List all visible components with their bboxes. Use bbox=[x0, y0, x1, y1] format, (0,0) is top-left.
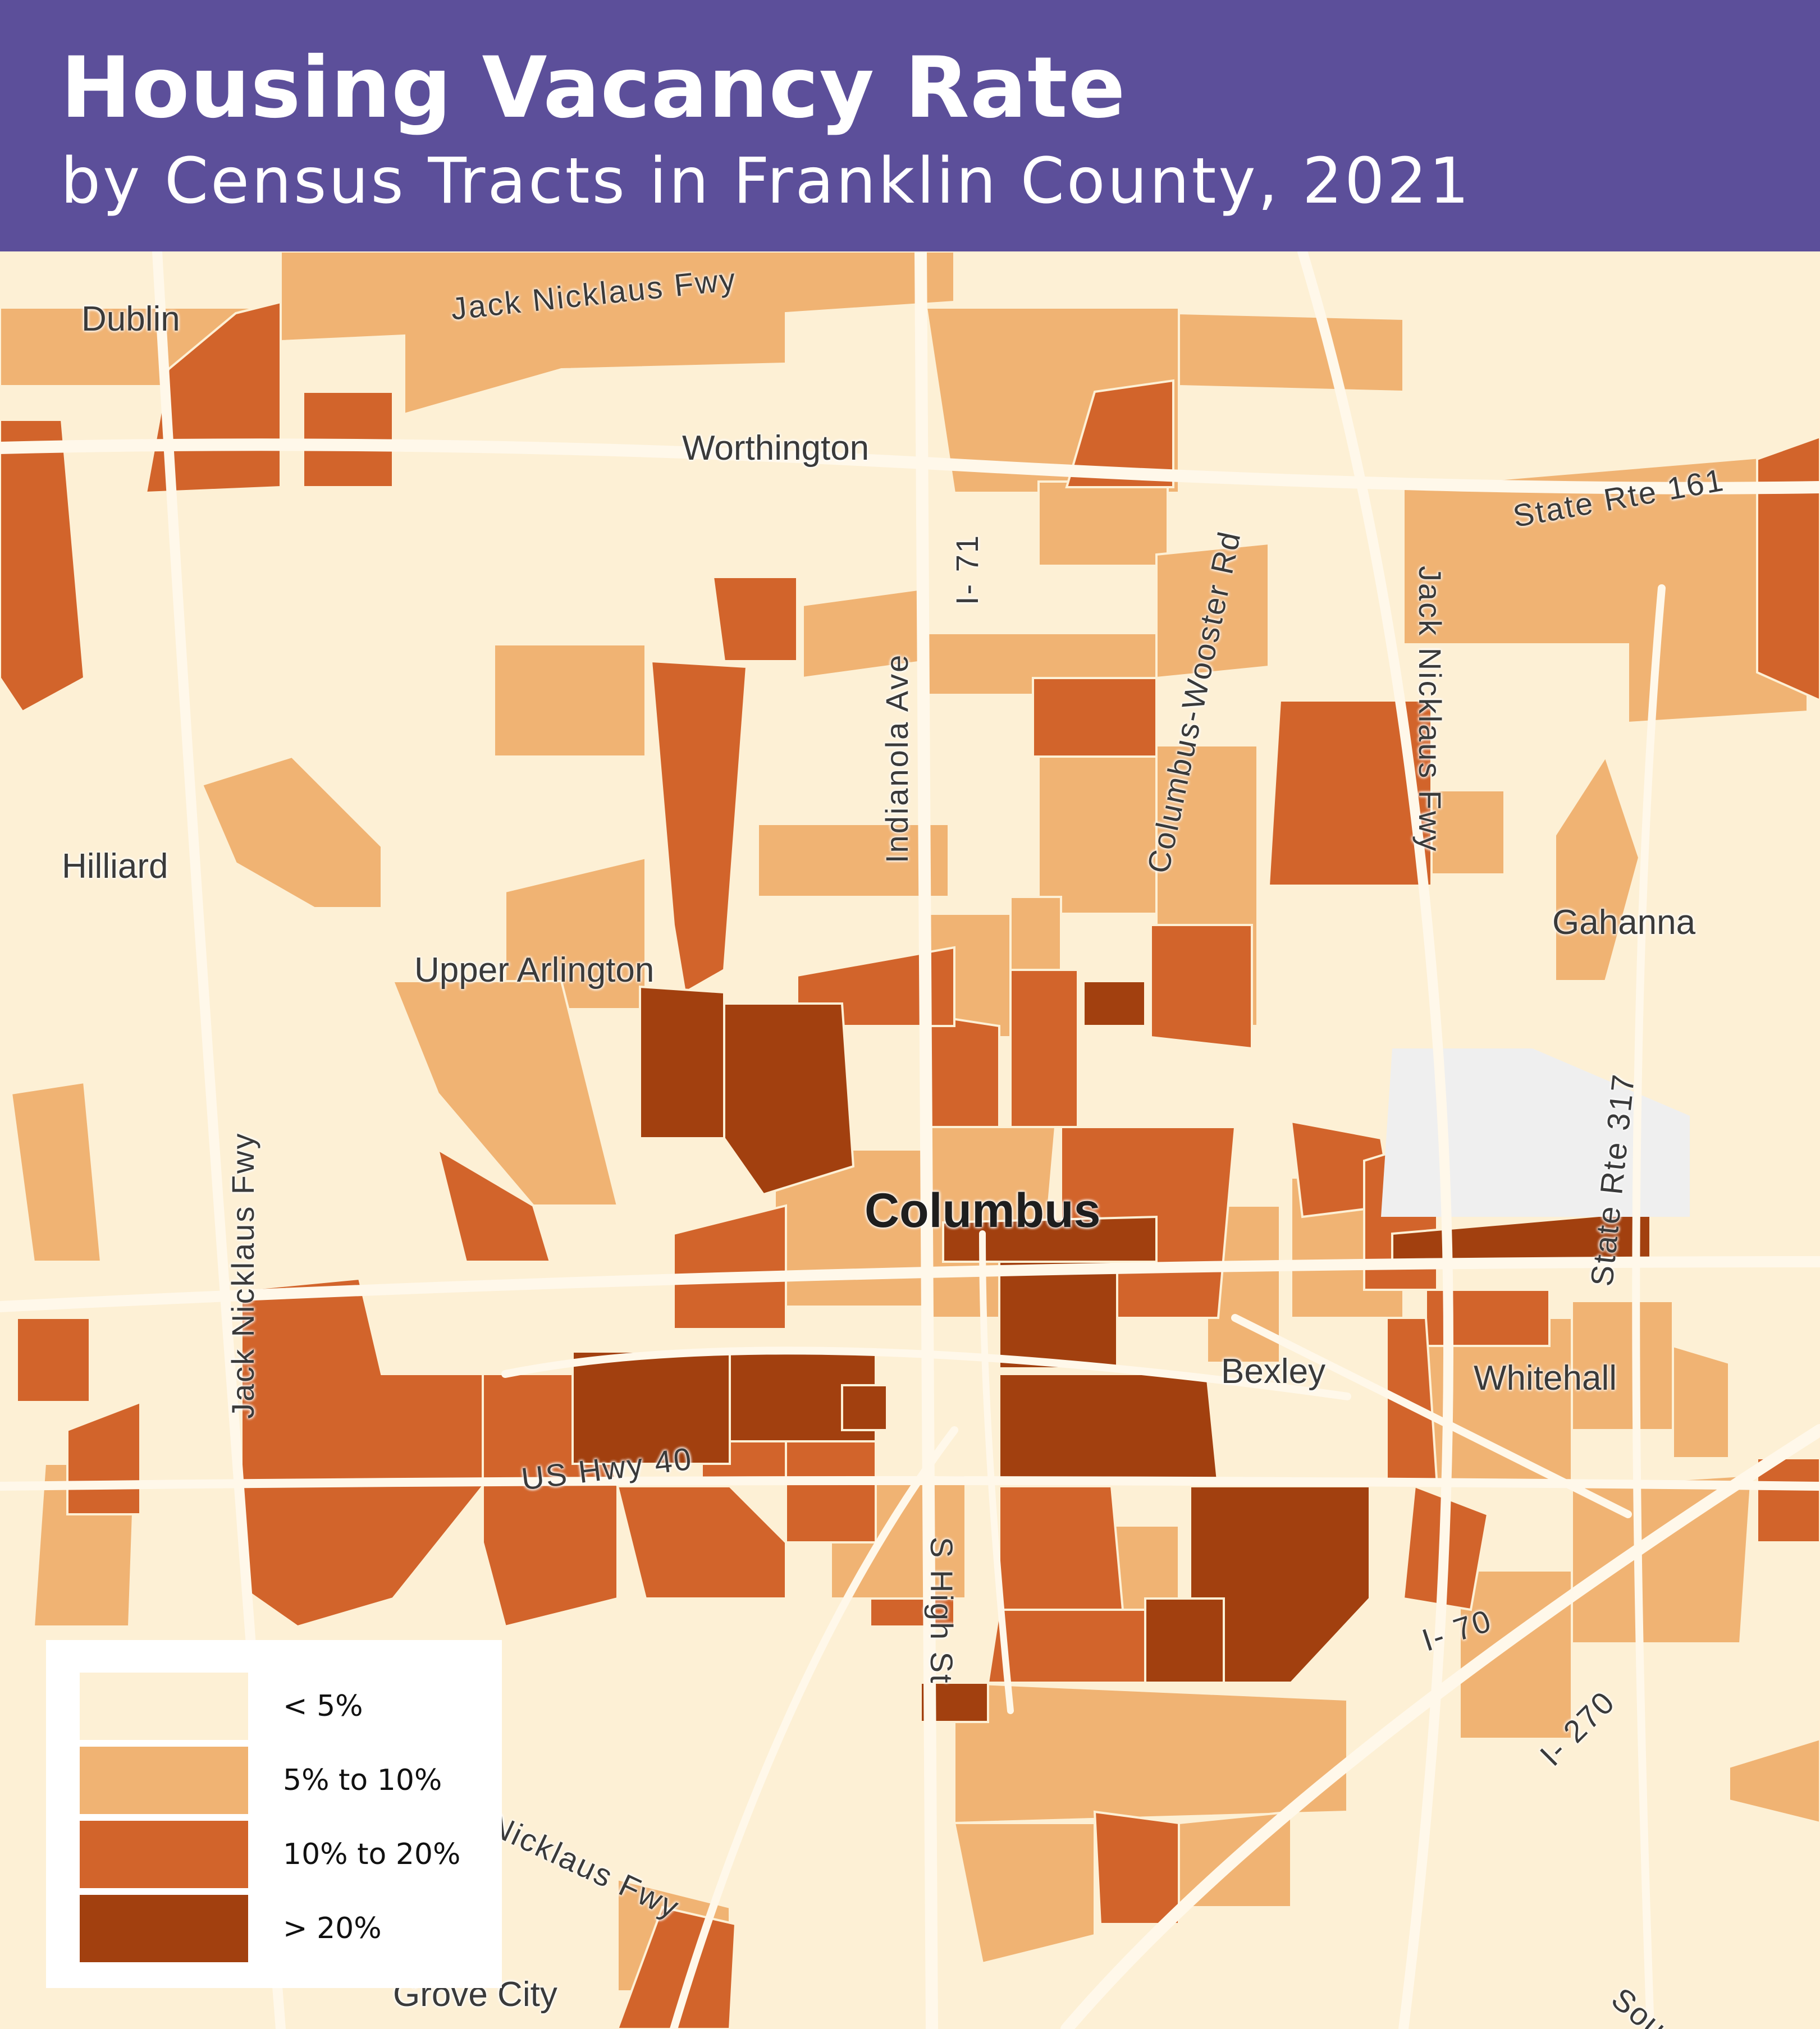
legend-item-10to20: 10% to 20% bbox=[80, 1821, 484, 1888]
place-bexley: Bexley bbox=[1221, 1352, 1326, 1391]
map-title: Housing Vacancy Rate bbox=[61, 39, 1126, 137]
place-hilliard: Hilliard bbox=[62, 847, 168, 886]
legend-item-lt5: < 5% bbox=[80, 1673, 484, 1740]
map-subtitle: by Census Tracts in Franklin County, 202… bbox=[61, 145, 1471, 218]
legend-swatch bbox=[80, 1673, 248, 1740]
header-banner: Housing Vacancy Rate by Census Tracts in… bbox=[0, 0, 1820, 251]
place-worthington: Worthington bbox=[682, 429, 870, 468]
road-jack-nicklaus-east: Jack Nicklaus Fwy bbox=[1412, 566, 1448, 853]
road-i-71: I- 71 bbox=[949, 533, 985, 605]
place-dublin: Dublin bbox=[81, 300, 180, 338]
legend-label: < 5% bbox=[283, 1689, 363, 1723]
legend-swatch bbox=[80, 1895, 248, 1962]
legend-label: 5% to 10% bbox=[283, 1764, 442, 1797]
road-jack-nicklaus-west: Jack Nicklaus Fwy bbox=[225, 1132, 260, 1419]
tracts-5-to-10 bbox=[0, 251, 1820, 1993]
legend-label: 10% to 20% bbox=[283, 1838, 461, 1871]
place-gahanna: Gahanna bbox=[1552, 903, 1696, 942]
legend-swatch bbox=[80, 1747, 248, 1814]
legend-swatch bbox=[80, 1821, 248, 1888]
legend-item-5to10: 5% to 10% bbox=[80, 1747, 484, 1814]
road-indianola-ave: Indianola Ave bbox=[879, 653, 914, 863]
tracts-over-20 bbox=[571, 980, 1652, 1723]
legend-label: > 20% bbox=[283, 1912, 382, 1945]
place-upper-arlington: Upper Arlington bbox=[414, 951, 655, 990]
legend-item-gt20: > 20% bbox=[80, 1895, 484, 1962]
no-data-area bbox=[1381, 1048, 1690, 1217]
place-whitehall: Whitehall bbox=[1474, 1359, 1617, 1398]
place-columbus: Columbus bbox=[865, 1184, 1101, 1238]
road-s-high-st: S High St bbox=[924, 1537, 959, 1685]
choropleth-map[interactable]: Dublin Jack Nicklaus Fwy Worthington Sta… bbox=[0, 251, 1820, 2029]
legend: < 5% 5% to 10% 10% to 20% > 20% bbox=[46, 1640, 502, 1988]
road-network bbox=[0, 251, 1820, 2029]
